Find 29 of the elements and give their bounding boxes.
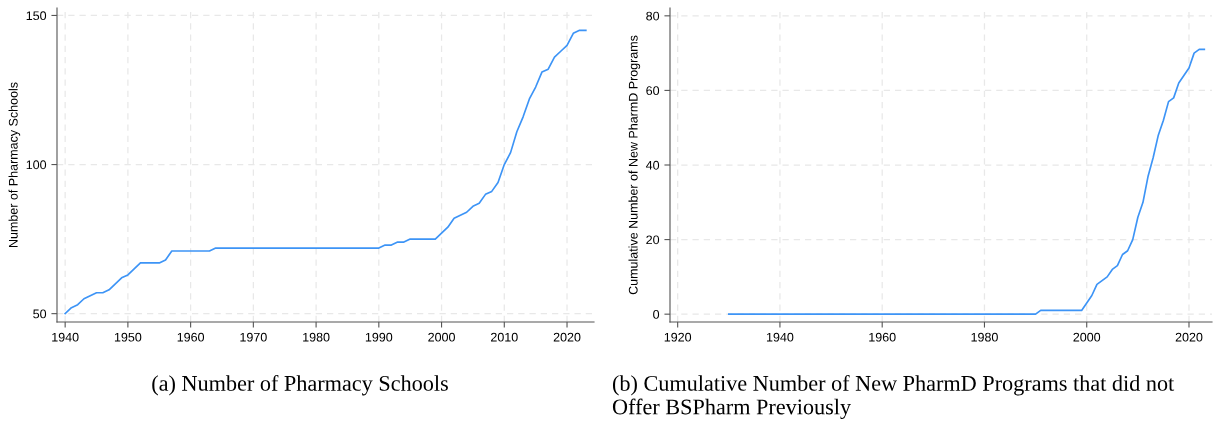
x-tick-label: 1970 bbox=[240, 332, 267, 342]
x-tick-label: 2020 bbox=[1175, 332, 1203, 342]
y-tick-label: 80 bbox=[646, 11, 660, 21]
x-tick-label: 1940 bbox=[766, 332, 794, 342]
x-tick-label: 1920 bbox=[664, 332, 692, 342]
y-tick-label: 0 bbox=[653, 309, 660, 319]
y-tick-label: 50 bbox=[33, 309, 47, 319]
x-tick-label: 2020 bbox=[553, 332, 581, 342]
y-axis-title: Number of Pharmacy Schools bbox=[8, 82, 21, 247]
y-tick-label: 40 bbox=[645, 160, 660, 170]
x-tick-label: 1990 bbox=[365, 332, 393, 342]
x-tick-label: 1980 bbox=[303, 332, 330, 342]
text: (b) Cumulative Number of New PharmD Programs that did not Offer BSPharm Previously bbox=[612, 375, 1175, 420]
x-tick-label: 1960 bbox=[869, 332, 896, 342]
x-tick-label: 2010 bbox=[491, 332, 518, 342]
line-series bbox=[64, 29, 587, 315]
x-tick-label: 1980 bbox=[971, 332, 998, 342]
x-tick-label: 1960 bbox=[177, 332, 205, 342]
text: (a) Number of Pharmacy Schools bbox=[152, 375, 448, 396]
y-tick-label: 20 bbox=[646, 235, 660, 245]
y-tick-label: 150 bbox=[26, 11, 47, 21]
x-tick-label: 2000 bbox=[428, 332, 455, 342]
y-tick-label: 60 bbox=[646, 86, 660, 96]
x-tick-label: 1950 bbox=[114, 332, 142, 342]
x-tick-label: 2000 bbox=[1073, 332, 1101, 342]
y-axis-title: Cumulative Number of New PharmD Programs bbox=[628, 35, 641, 295]
x-tick-label: 1940 bbox=[52, 332, 79, 342]
line-series bbox=[727, 48, 1206, 316]
y-tick-label: 100 bbox=[26, 160, 47, 170]
